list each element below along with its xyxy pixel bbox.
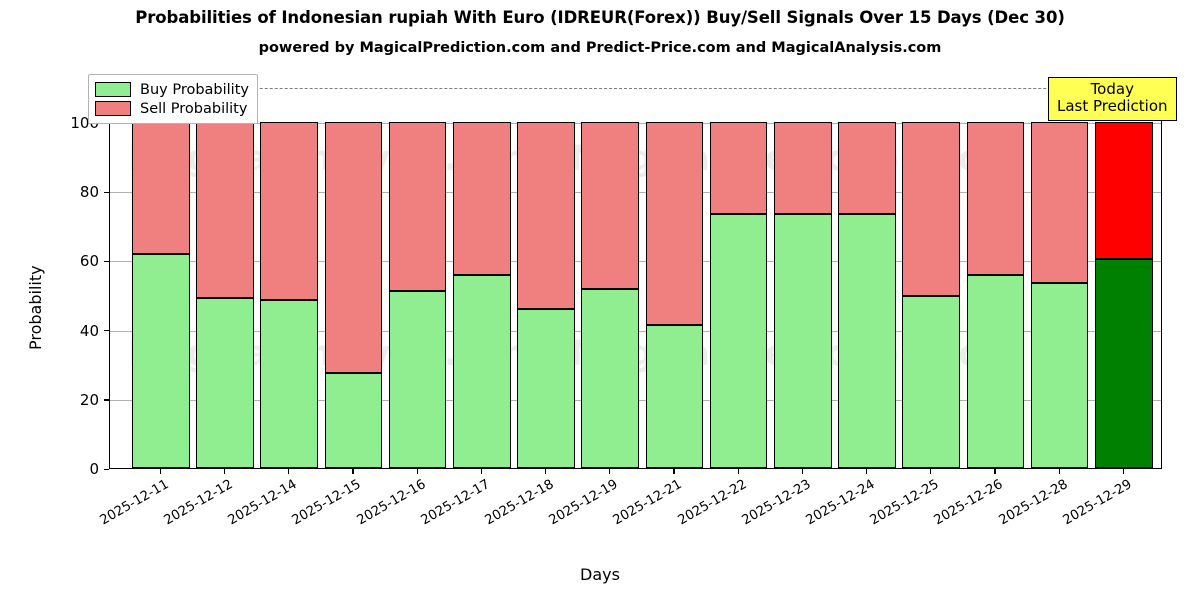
chart-subtitle: powered by MagicalPrediction.com and Pre… (258, 40, 942, 56)
bar-segment-buy[interactable] (581, 288, 639, 468)
today-annotation-line2: Last Prediction (1057, 96, 1168, 115)
bar-segment-sell[interactable] (1030, 122, 1089, 284)
legend-swatch-buy (95, 82, 131, 97)
bar-group[interactable] (1095, 79, 1153, 468)
x-tick-mark (223, 469, 226, 474)
x-axis-label: Days (580, 565, 620, 584)
x-tick-mark (480, 469, 483, 474)
y-tick-label: 80 (79, 183, 99, 202)
bar-segment-sell[interactable] (645, 122, 704, 326)
bar-segment-sell[interactable] (838, 122, 896, 214)
bar-group[interactable] (132, 79, 190, 468)
bar-segment-sell[interactable] (132, 122, 190, 255)
bar-segment-sell[interactable] (260, 122, 318, 300)
x-tick-mark (159, 469, 162, 474)
bar-segment-sell[interactable] (709, 122, 768, 214)
bar-segment-sell[interactable] (196, 122, 254, 299)
bar-segment-buy[interactable] (966, 274, 1025, 468)
bar-segment-buy[interactable] (902, 295, 960, 468)
bar-group[interactable] (645, 79, 704, 468)
x-tick-mark (801, 469, 804, 474)
y-tick-mark (104, 260, 109, 263)
x-tick-mark (994, 469, 996, 474)
bar-group[interactable] (966, 79, 1025, 468)
x-tick-mark (609, 469, 611, 474)
y-tick-label: 0 (89, 460, 99, 478)
legend-swatch-sell (95, 101, 131, 116)
bar-group[interactable] (1030, 79, 1089, 468)
plot-area: MagicalAnalysis.comMagicalPrediction.com… (109, 79, 1162, 469)
y-tick-label: 60 (79, 252, 99, 271)
bar-segment-buy[interactable] (132, 254, 190, 468)
bar-segment-buy[interactable] (1030, 283, 1089, 468)
legend-item-sell: Sell Probability (95, 99, 249, 118)
reference-line (110, 88, 1161, 90)
bar-segment-sell[interactable] (966, 122, 1025, 275)
bar-segment-sell[interactable] (453, 122, 511, 276)
bar-segment-sell[interactable] (774, 122, 832, 214)
x-tick-mark (865, 469, 868, 474)
x-tick-mark (1058, 469, 1060, 474)
y-tick-mark (104, 468, 109, 470)
bar-segment-buy[interactable] (645, 325, 704, 468)
x-tick-mark (673, 469, 675, 474)
chart-title: Probabilities of Indonesian rupiah With … (135, 8, 1065, 27)
bar-segment-buy[interactable] (388, 290, 447, 468)
bar-group[interactable] (517, 79, 575, 468)
bar-group[interactable] (709, 79, 768, 468)
bar-group[interactable] (196, 79, 254, 468)
today-annotation: Today Last Prediction (1048, 77, 1177, 121)
x-tick-mark (930, 469, 932, 474)
bar-segment-buy[interactable] (453, 275, 511, 468)
bar-group[interactable] (453, 79, 511, 468)
plot-inner: MagicalAnalysis.comMagicalPrediction.com… (110, 79, 1161, 468)
bar-group[interactable] (324, 79, 383, 468)
y-tick-mark (104, 330, 109, 332)
x-tick-mark (544, 469, 547, 474)
bar-segment-buy[interactable] (774, 213, 832, 468)
x-tick-mark (352, 469, 354, 474)
legend-item-buy: Buy Probability (95, 80, 249, 99)
y-tick-label: 20 (79, 390, 99, 409)
bar-segment-sell[interactable] (517, 122, 575, 309)
bar-segment-sell[interactable] (581, 122, 639, 289)
bar-segment-sell[interactable] (388, 122, 447, 291)
today-annotation-line1: Today (1090, 80, 1134, 98)
x-tick-mark (416, 469, 418, 474)
legend-label-sell: Sell Probability (140, 100, 248, 117)
bar-segment-buy[interactable] (324, 372, 383, 468)
bar-segment-sell[interactable] (1095, 122, 1153, 260)
bar-group[interactable] (581, 79, 639, 468)
bar-segment-buy[interactable] (517, 308, 575, 468)
chart-legend: Buy Probability Sell Probability (88, 74, 258, 124)
legend-label-buy: Buy Probability (140, 81, 249, 98)
y-tick-label: 40 (79, 321, 99, 340)
x-tick-mark (288, 469, 290, 474)
bar-segment-buy[interactable] (196, 298, 254, 468)
bar-group[interactable] (260, 79, 318, 468)
bar-segment-buy[interactable] (1095, 259, 1153, 468)
bar-segment-buy[interactable] (838, 213, 896, 468)
bar-group[interactable] (838, 79, 896, 468)
x-tick-mark (737, 469, 739, 474)
bar-group[interactable] (902, 79, 960, 468)
bar-segment-buy[interactable] (260, 299, 318, 468)
x-tick-mark (1122, 469, 1125, 474)
y-tick-mark (104, 399, 109, 401)
y-tick-mark (104, 191, 109, 193)
bar-segment-sell[interactable] (902, 122, 960, 296)
bar-segment-sell[interactable] (324, 122, 383, 373)
bar-segment-buy[interactable] (709, 213, 768, 468)
bar-group[interactable] (388, 79, 447, 468)
bar-group[interactable] (774, 79, 832, 468)
